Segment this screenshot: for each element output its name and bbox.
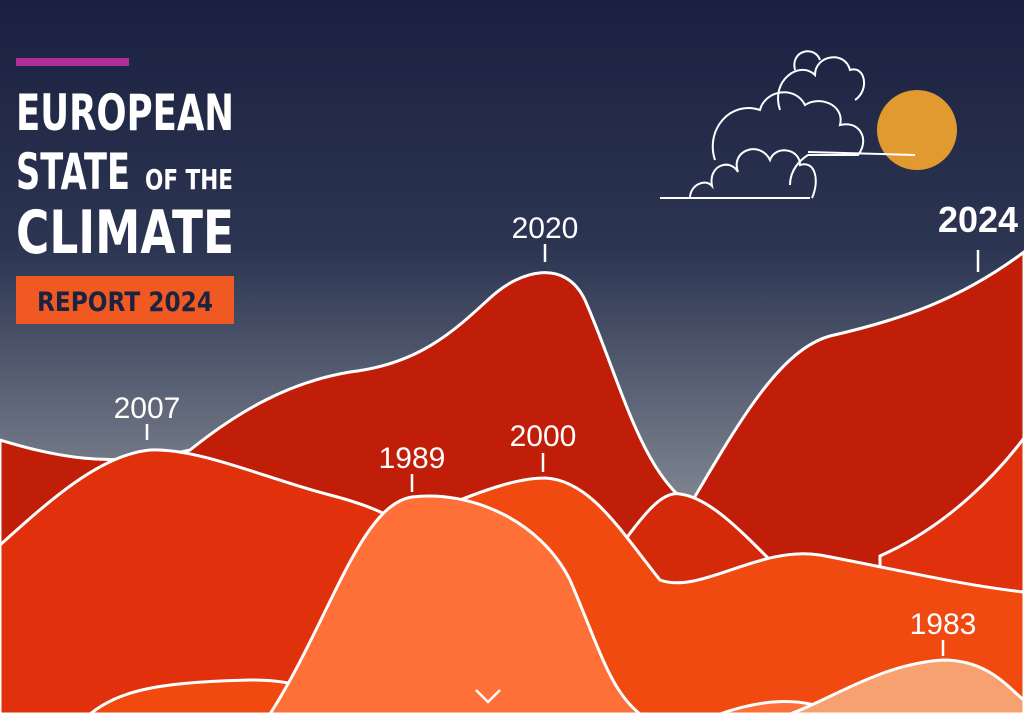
peak-label: 2000 <box>510 420 577 453</box>
mountain-1989 <box>268 494 643 714</box>
peak-label: 2024 <box>938 199 1018 240</box>
cloud <box>660 50 916 199</box>
title-line: STATE <box>16 143 130 201</box>
title-line: EUROPEAN <box>16 84 234 142</box>
badge <box>16 276 234 324</box>
peak-label: 1989 <box>379 442 446 475</box>
peak-label: 2020 <box>512 212 579 245</box>
badge-text: REPORT 2024 <box>37 287 213 318</box>
peak-label: 1983 <box>910 608 977 641</box>
scroll-down[interactable] <box>475 689 501 704</box>
accent-bar <box>16 58 129 66</box>
title-line: CLIMATE <box>16 198 234 268</box>
mountain-1983 <box>789 658 1024 714</box>
sun <box>877 90 957 170</box>
peak-label: 2007 <box>114 392 181 425</box>
title-line-small: OF THE <box>145 163 233 196</box>
